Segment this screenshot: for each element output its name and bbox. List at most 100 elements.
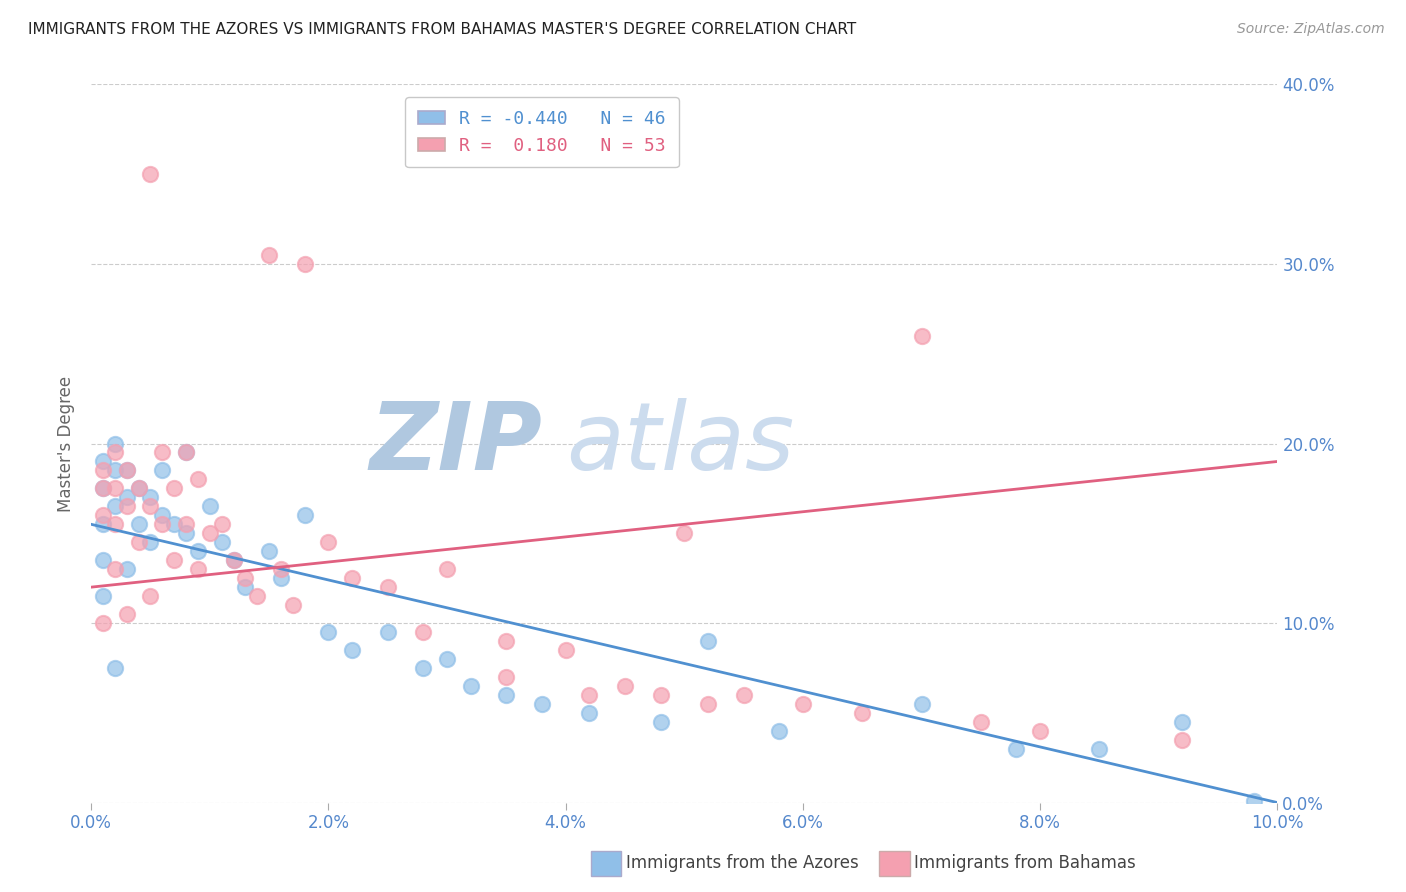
Point (318, 535, 340, 549)
Point (377, 625, 399, 640)
Point (104, 436, 127, 450)
Text: Source: ZipAtlas.com: Source: ZipAtlas.com (1237, 22, 1385, 37)
Point (91, 463, 114, 477)
Point (222, 553, 245, 567)
Y-axis label: Master's Degree: Master's Degree (58, 376, 75, 512)
Point (650, 688, 672, 702)
Text: atlas: atlas (565, 398, 794, 489)
Point (115, 463, 138, 477)
Point (139, 167, 162, 181)
Point (115, 562, 138, 576)
Point (174, 445, 197, 459)
Point (163, 482, 186, 496)
Point (554, 643, 576, 657)
Text: Immigrants from the Azores: Immigrants from the Azores (626, 855, 859, 872)
Point (128, 482, 150, 496)
Point (128, 517, 150, 532)
Point (115, 463, 138, 477)
Point (150, 508, 173, 523)
Point (91, 517, 114, 532)
Point (104, 445, 127, 459)
Point (150, 445, 173, 459)
Point (187, 544, 209, 558)
Point (650, 714, 672, 729)
Point (1029, 723, 1052, 738)
Point (1171, 714, 1194, 729)
Point (613, 679, 636, 693)
Point (851, 706, 873, 720)
Point (115, 607, 138, 621)
Point (198, 500, 221, 514)
Legend: R = -0.440   N = 46, R =  0.180   N = 53: R = -0.440 N = 46, R = 0.180 N = 53 (405, 97, 679, 168)
Point (139, 491, 162, 505)
Point (150, 463, 173, 477)
Point (910, 697, 932, 711)
Point (270, 571, 292, 585)
Point (104, 517, 127, 532)
Point (257, 544, 280, 558)
Point (578, 688, 600, 702)
Point (211, 535, 233, 549)
Point (673, 526, 696, 541)
Point (104, 463, 127, 477)
Point (163, 553, 186, 567)
Point (257, 248, 280, 262)
Point (281, 598, 304, 612)
Point (436, 652, 458, 666)
Point (377, 580, 399, 594)
Point (91, 553, 114, 567)
Point (495, 688, 517, 702)
Point (412, 625, 434, 640)
Point (128, 482, 150, 496)
Point (115, 491, 138, 505)
Point (235, 571, 257, 585)
Point (768, 723, 790, 738)
Point (910, 328, 932, 343)
Point (174, 445, 197, 459)
Point (340, 643, 363, 657)
Point (174, 517, 197, 532)
Point (412, 661, 434, 675)
Point (530, 697, 553, 711)
Point (495, 670, 517, 684)
Point (91, 482, 114, 496)
Point (294, 508, 316, 523)
Point (792, 697, 814, 711)
Point (697, 634, 720, 648)
Point (139, 589, 162, 603)
Point (91, 508, 114, 523)
Point (187, 562, 209, 576)
Point (115, 500, 138, 514)
Point (340, 571, 363, 585)
Point (1088, 741, 1111, 756)
Point (104, 482, 127, 496)
Point (163, 517, 186, 532)
Point (970, 714, 993, 729)
Point (235, 580, 257, 594)
Point (495, 634, 517, 648)
Text: ZIP: ZIP (368, 398, 541, 490)
Point (1243, 794, 1265, 808)
Point (104, 661, 127, 675)
Point (104, 500, 127, 514)
Point (318, 625, 340, 640)
Point (578, 706, 600, 720)
Point (150, 517, 173, 532)
Point (174, 526, 197, 541)
Point (222, 553, 245, 567)
Point (436, 562, 458, 576)
Point (270, 562, 292, 576)
Point (211, 517, 233, 532)
Point (91, 482, 114, 496)
Text: Immigrants from Bahamas: Immigrants from Bahamas (914, 855, 1136, 872)
Text: IMMIGRANTS FROM THE AZORES VS IMMIGRANTS FROM BAHAMAS MASTER'S DEGREE CORRELATIO: IMMIGRANTS FROM THE AZORES VS IMMIGRANTS… (28, 22, 856, 37)
Point (460, 679, 482, 693)
Point (187, 472, 209, 486)
Point (139, 535, 162, 549)
Point (733, 688, 755, 702)
Point (104, 562, 127, 576)
Point (139, 500, 162, 514)
Point (198, 526, 221, 541)
Point (1005, 741, 1028, 756)
Point (246, 589, 269, 603)
